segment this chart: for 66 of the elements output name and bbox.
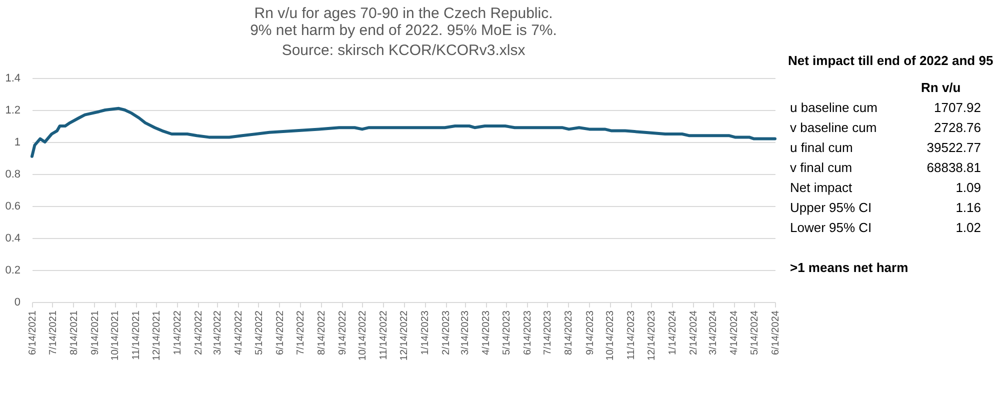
category-label: Net impact — [790, 180, 853, 195]
y-tick-label: 0.8 — [5, 168, 20, 180]
y-tick-label: 1.4 — [5, 72, 20, 84]
data-label: 1.02 — [956, 220, 981, 235]
x-tick-label: 4/14/2022 — [234, 310, 245, 355]
x-tick-label: 7/14/2021 — [48, 310, 59, 355]
y-tick-label: 0.6 — [5, 200, 20, 212]
x-tick-label: 2/14/2022 — [194, 310, 205, 355]
x-tick-label: 1/14/2022 — [172, 310, 184, 355]
chart-title: Rn v/u for ages 70-90 in the Czech Republic. — [254, 5, 553, 22]
x-tick-label: 4/14/2023 — [481, 310, 492, 355]
y-tick-label: 1.2 — [5, 104, 20, 116]
source-note: Source: skirsch KCOR/KCORv3.xlsx — [282, 42, 526, 59]
x-tick-label: 6/14/2024 — [770, 310, 782, 355]
data-label: 1707.92 — [934, 100, 981, 115]
x-tick-label: 7/14/2022 — [295, 310, 306, 355]
x-tick-label: 2/14/2024 — [688, 310, 700, 355]
x-tick-label: 4/14/2024 — [729, 310, 740, 355]
x-tick-label: 11/14/2021 — [131, 310, 142, 360]
x-tick-label: 5/14/2024 — [749, 310, 760, 355]
data-label: 68838.81 — [926, 160, 981, 175]
chart-subtitle: 9% net harm by end of 2022. 95% MoE is 7%. — [250, 22, 557, 39]
data-label: 2728.76 — [934, 120, 981, 135]
x-tick-label: 11/14/2023 — [626, 310, 638, 360]
x-tick-label: 3/14/2024 — [708, 310, 720, 355]
x-tick-label: 8/14/2022 — [316, 310, 328, 355]
category-label: Lower 95% CI — [790, 220, 872, 235]
x-tick-label: 9/14/2021 — [90, 310, 101, 355]
x-tick-label: 5/14/2022 — [254, 310, 265, 355]
y-tick-label: 1 — [14, 136, 20, 148]
text: Rn v/u — [921, 80, 961, 95]
category-label: v final cum — [790, 160, 852, 175]
x-tick-label: 8/14/2021 — [68, 310, 80, 355]
category-label: v baseline cum — [790, 120, 877, 135]
x-tick-label: 10/14/2022 — [358, 310, 369, 361]
category-label: u final cum — [790, 140, 853, 155]
text: Net impact till end of 2022 and 95 — [788, 53, 994, 68]
category-label: Upper 95% CI — [790, 200, 872, 215]
category-label: u baseline cum — [790, 100, 878, 115]
x-tick-label: 5/14/2023 — [501, 310, 512, 355]
x-tick-label: 3/14/2023 — [460, 310, 472, 355]
data-label: 39522.77 — [926, 140, 981, 155]
x-tick-label: 12/14/2023 — [646, 310, 658, 361]
x-tick-label: 12/14/2022 — [399, 310, 410, 361]
line-series — [30, 106, 776, 158]
x-tick-label: 11/14/2022 — [378, 310, 390, 360]
y-tick-label: 0 — [14, 296, 20, 308]
x-tick-label: 8/14/2023 — [564, 310, 575, 355]
x-tick-label: 9/14/2023 — [584, 310, 596, 355]
x-tick-label: 1/14/2024 — [667, 310, 678, 355]
x-tick-label: 10/14/2021 — [110, 310, 122, 361]
y-tick-label: 0.4 — [5, 232, 20, 244]
data-label: 1.09 — [956, 180, 981, 195]
x-tick-label: 7/14/2023 — [542, 310, 554, 355]
x-tick-label: 2/14/2023 — [441, 310, 452, 355]
x-tick-label: 6/14/2022 — [274, 310, 286, 355]
x-tick-label: 1/14/2023 — [420, 310, 432, 355]
x-tick-label: 3/14/2022 — [212, 310, 224, 355]
x-tick-label: 6/14/2021 — [28, 310, 38, 355]
x-tick-label: 6/14/2023 — [522, 310, 534, 355]
data-label: 1.16 — [956, 200, 981, 215]
x-tick-label: 10/14/2023 — [605, 310, 616, 361]
x-tick-label: 12/14/2021 — [152, 310, 163, 361]
x-tick-label: 9/14/2022 — [337, 310, 348, 355]
text: >1 means net harm — [790, 260, 908, 275]
y-tick-label: 0.2 — [5, 264, 20, 276]
